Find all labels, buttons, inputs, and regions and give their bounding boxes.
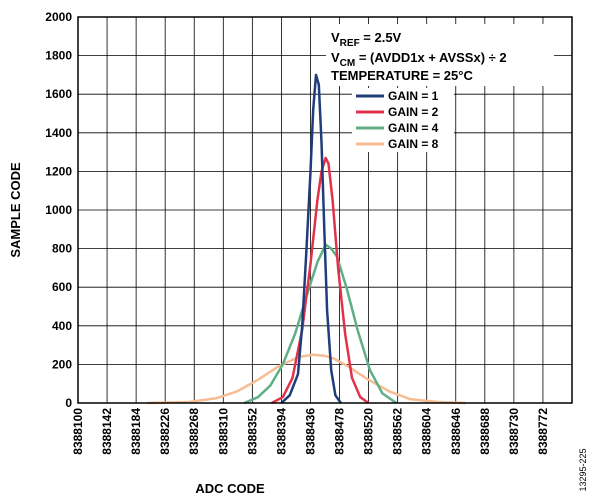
x-tick-label: 8388100: [71, 408, 85, 455]
plot-frame: [77, 16, 573, 404]
x-tick-label: 8388730: [507, 408, 521, 455]
annotation-vref: VREF = 2.5V: [331, 30, 402, 49]
annotation-box: VREF = 2.5V VCM = (AVDD1x + AVSSx) ÷ 2 T…: [326, 24, 554, 86]
x-tick-label: 8388646: [449, 408, 463, 455]
y-tick-label: 2000: [45, 10, 72, 24]
x-tick-labels: 8388100 8388142 8388184 8388226 8388268 83883…: [71, 408, 550, 455]
legend-label: GAIN = 1: [388, 89, 439, 103]
x-tick-label: 8388478: [333, 408, 347, 455]
y-tick-label: 1800: [45, 49, 72, 63]
y-tick-label: 800: [52, 242, 72, 256]
x-tick-label: 8388184: [129, 408, 143, 455]
y-tick-label: 1000: [45, 203, 72, 217]
y-tick-labels: 0 200 400 600 800 1000 1200 1400 1600 1800 2000: [45, 10, 72, 410]
vcm-prefix: V: [331, 50, 340, 65]
y-tick-label: 200: [52, 357, 72, 371]
x-tick-label: 8388310: [216, 408, 230, 455]
vcm-subscript: CM: [340, 58, 356, 69]
legend-label: GAIN = 4: [388, 121, 439, 135]
legend-background: [352, 88, 454, 152]
vcm-rest: = (AVDD1x + AVSSx) ÷ 2: [355, 50, 506, 65]
y-tick-label: 0: [65, 396, 72, 410]
x-tick-label: 8388772: [536, 408, 550, 455]
x-tick-label: 8388352: [245, 408, 259, 455]
y-tick-label: 1600: [45, 87, 72, 101]
x-tick-label: 8388436: [303, 408, 317, 455]
y-tick-label: 400: [52, 319, 72, 333]
figure-id: 13295-225: [578, 448, 588, 491]
y-axis-title: SAMPLE CODE: [8, 162, 23, 258]
annotation-background: [326, 24, 554, 86]
annotation-vcm: VCM = (AVDD1x + AVSSx) ÷ 2: [331, 50, 507, 69]
x-tick-label: 8388688: [478, 408, 492, 455]
x-tick-label: 8388562: [391, 408, 405, 455]
legend-label: GAIN = 8: [388, 137, 439, 151]
legend-label: GAIN = 2: [388, 105, 439, 119]
x-tick-label: 8388520: [362, 408, 376, 455]
annotation-temperature: TEMPERATURE = 25°C: [331, 68, 473, 83]
x-tick-label: 8388268: [187, 408, 201, 455]
legend: GAIN = 1 GAIN = 2 GAIN = 4 GAIN = 8: [352, 88, 454, 152]
y-tick-label: 600: [52, 280, 72, 294]
x-tick-label: 8388142: [100, 408, 114, 455]
series-line-gain-2: [271, 156, 370, 405]
series-layer: [147, 73, 466, 405]
vref-prefix: V: [331, 30, 340, 45]
series-line-gain-1: [280, 73, 342, 404]
series-line-gain-4: [147, 353, 466, 405]
y-tick-label: 1200: [45, 164, 72, 178]
y-tick-label: 1400: [45, 126, 72, 140]
x-tick-label: 8388394: [274, 408, 288, 455]
vref-subscript: REF: [340, 38, 360, 49]
x-tick-label: 8388226: [158, 408, 172, 455]
x-axis-title: ADC CODE: [195, 481, 265, 496]
vref-rest: = 2.5V: [360, 30, 402, 45]
x-tick-label: 8388604: [420, 408, 434, 455]
